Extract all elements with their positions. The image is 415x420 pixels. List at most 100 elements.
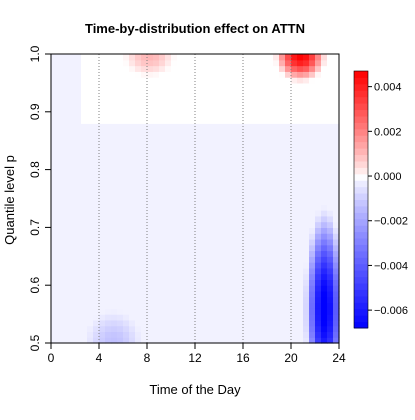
- heatmap-cell: [261, 129, 268, 136]
- heatmap-cell: [75, 123, 82, 130]
- heatmap-cell: [267, 123, 274, 130]
- heatmap-cell: [189, 285, 196, 292]
- heatmap-cell: [213, 175, 220, 182]
- heatmap-cell: [285, 314, 292, 321]
- heatmap-cell: [153, 262, 160, 269]
- heatmap-cell: [171, 198, 178, 205]
- heatmap-cell: [291, 158, 298, 165]
- heatmap-cell: [177, 244, 184, 252]
- heatmap-cell: [219, 117, 226, 124]
- heatmap-cell: [321, 71, 328, 78]
- heatmap-cell: [147, 314, 154, 321]
- heatmap-cell: [183, 337, 190, 344]
- heatmap-cell: [303, 279, 310, 286]
- heatmap-cell: [99, 129, 106, 136]
- heatmap-cell: [87, 146, 94, 153]
- heatmap-cell: [51, 152, 58, 159]
- heatmap-cell: [267, 238, 274, 246]
- heatmap-cell: [177, 192, 184, 200]
- heatmap-cell: [321, 337, 328, 344]
- heatmap-cell: [123, 204, 130, 211]
- heatmap-cell: [177, 175, 184, 182]
- heatmap-cell: [267, 256, 274, 263]
- heatmap-cell: [177, 215, 184, 223]
- heatmap-cell: [237, 267, 244, 275]
- heatmap-cell: [333, 238, 340, 246]
- heatmap-cell: [75, 100, 82, 107]
- heatmap-cell: [249, 325, 256, 333]
- heatmap-cell: [63, 285, 70, 292]
- heatmap-cell: [315, 152, 322, 159]
- heatmap-cell: [297, 227, 304, 234]
- heatmap-cell: [333, 204, 340, 211]
- heatmap-cell: [321, 233, 328, 240]
- heatmap-cell: [177, 186, 184, 194]
- heatmap-cell: [69, 233, 76, 240]
- heatmap-cell: [309, 227, 316, 234]
- heatmap-cell: [135, 169, 142, 176]
- heatmap-cell: [93, 129, 100, 136]
- heatmap-cell: [87, 325, 94, 333]
- heatmap-cell: [99, 331, 106, 338]
- heatmap-cell: [57, 325, 64, 333]
- heatmap-cell: [147, 221, 154, 228]
- heatmap-cell: [333, 111, 340, 119]
- heatmap-cell: [201, 59, 208, 67]
- heatmap-cell: [321, 82, 328, 90]
- heatmap-cell: [51, 325, 58, 333]
- heatmap-cell: [123, 227, 130, 234]
- heatmap-cell: [93, 192, 100, 200]
- heatmap-cell: [129, 106, 136, 113]
- heatmap-cell: [159, 308, 166, 315]
- heatmap-cell: [93, 106, 100, 113]
- heatmap-cell: [309, 290, 316, 298]
- heatmap-cell: [315, 308, 322, 315]
- heatmap-cell: [177, 169, 184, 176]
- heatmap-cell: [81, 296, 88, 304]
- heatmap-cell: [153, 129, 160, 136]
- heatmap-cell: [177, 158, 184, 165]
- heatmap-cell: [111, 106, 118, 113]
- heatmap-cell: [159, 227, 166, 234]
- heatmap-cell: [165, 273, 172, 281]
- heatmap-cell: [333, 100, 340, 107]
- heatmap-cell: [147, 71, 154, 78]
- heatmap-cell: [225, 106, 232, 113]
- heatmap-cell: [171, 238, 178, 246]
- heatmap-cell: [285, 152, 292, 159]
- heatmap-cell: [189, 129, 196, 136]
- heatmap-cell: [123, 129, 130, 136]
- colorbar-swatch: [354, 186, 368, 194]
- heatmap-cell: [183, 65, 190, 72]
- heatmap-cell: [231, 233, 238, 240]
- heatmap-cell: [267, 279, 274, 286]
- heatmap-cell: [219, 54, 226, 61]
- heatmap-cell: [321, 285, 328, 292]
- heatmap-cell: [219, 210, 226, 217]
- heatmap-cell: [195, 250, 202, 257]
- heatmap-cell: [321, 134, 328, 142]
- heatmap-cell: [249, 244, 256, 252]
- heatmap-cell: [63, 337, 70, 344]
- heatmap-cell: [123, 285, 130, 292]
- heatmap-cell: [159, 221, 166, 228]
- heatmap-cell: [183, 215, 190, 223]
- heatmap-cell: [111, 123, 118, 130]
- heatmap-cell: [195, 186, 202, 194]
- heatmap-cell: [321, 215, 328, 223]
- heatmap-cell: [225, 215, 232, 223]
- x-tick-label: 16: [236, 351, 250, 365]
- heatmap-cell: [291, 140, 298, 148]
- heatmap-cell: [81, 117, 88, 124]
- heatmap-cell: [207, 314, 214, 321]
- heatmap-cell: [243, 77, 250, 84]
- heatmap-cell: [231, 123, 238, 130]
- heatmap-cell: [237, 279, 244, 286]
- heatmap-cell: [237, 106, 244, 113]
- heatmap-cell: [183, 169, 190, 176]
- heatmap-cell: [183, 256, 190, 263]
- heatmap-cell: [57, 290, 64, 298]
- heatmap-cell: [81, 204, 88, 211]
- heatmap-cell: [159, 279, 166, 286]
- heatmap-cell: [267, 337, 274, 344]
